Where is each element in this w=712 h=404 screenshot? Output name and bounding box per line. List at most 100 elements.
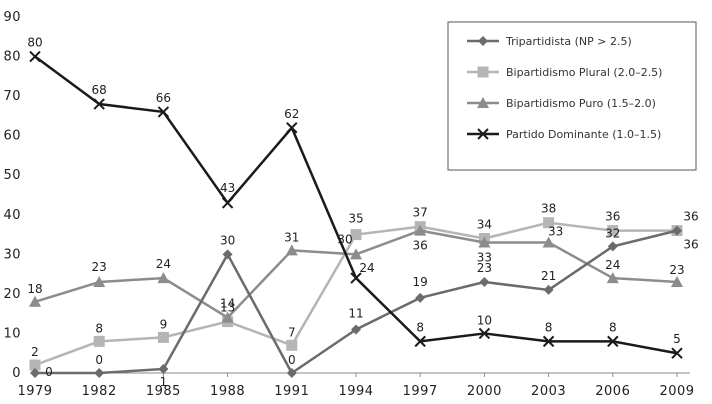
y-tick-label: 30 bbox=[3, 247, 21, 262]
data-point bbox=[607, 335, 619, 348]
legend-box bbox=[447, 21, 697, 171]
data-label: 8 bbox=[609, 320, 617, 334]
data-point bbox=[671, 347, 683, 359]
data-label: 68 bbox=[92, 83, 107, 97]
legend-label-partido-dominante-1-0-1-5: Partido Dominante (1.0–1.5) bbox=[506, 128, 661, 141]
series-bipartidismo-puro-1-5-2-0 bbox=[29, 224, 683, 323]
data-label: 11 bbox=[348, 306, 363, 320]
data-point bbox=[350, 229, 362, 241]
data-point bbox=[478, 236, 491, 248]
x-tick-label: 1991 bbox=[274, 384, 309, 399]
data-label: 18 bbox=[27, 282, 42, 296]
x-tick-label: 2006 bbox=[595, 384, 630, 399]
data-label: 23 bbox=[477, 261, 492, 275]
data-label: 30 bbox=[337, 232, 352, 246]
data-label: 24 bbox=[156, 257, 171, 271]
data-label: 30 bbox=[220, 233, 235, 247]
legend-marker bbox=[478, 36, 488, 46]
data-labels-layer: 0 0 1 30 0 11 19 23 21 32 36 2 8 9 13 7 35 37 34 38 36 36 18 23… bbox=[27, 36, 698, 389]
data-label: 23 bbox=[92, 260, 107, 274]
data-point bbox=[478, 327, 491, 340]
data-label: 10 bbox=[477, 313, 492, 327]
data-point bbox=[93, 276, 106, 288]
data-point bbox=[286, 339, 298, 351]
legend-marker bbox=[477, 97, 489, 108]
y-tick-label: 10 bbox=[3, 326, 21, 341]
data-point bbox=[93, 335, 105, 347]
data-label: 36 bbox=[413, 239, 428, 253]
y-tick-label: 80 bbox=[3, 50, 21, 65]
legend-marker bbox=[477, 66, 489, 78]
data-point bbox=[671, 276, 683, 288]
data-label: 37 bbox=[413, 206, 428, 220]
y-axis-ticks: 0 10 20 30 40 50 60 70 80 90 bbox=[3, 10, 21, 381]
data-label: 31 bbox=[284, 230, 299, 244]
y-tick-label: 60 bbox=[3, 129, 21, 144]
series-partido-dominante-1-0-1-5 bbox=[29, 50, 683, 359]
data-label: 36 bbox=[683, 210, 698, 224]
data-point bbox=[286, 368, 297, 378]
x-tick-label: 1979 bbox=[17, 384, 52, 399]
data-label: 38 bbox=[541, 202, 556, 216]
data-label: 36 bbox=[605, 210, 620, 224]
data-label: 24 bbox=[359, 261, 374, 275]
data-point bbox=[286, 122, 298, 134]
data-label: 14 bbox=[220, 297, 235, 311]
y-tick-label: 90 bbox=[3, 10, 21, 25]
data-label: 24 bbox=[605, 258, 620, 272]
y-tick-label: 0 bbox=[12, 366, 21, 381]
data-label: 19 bbox=[413, 275, 428, 289]
x-tick-label: 1985 bbox=[146, 384, 181, 399]
data-point bbox=[29, 295, 41, 307]
series-tripartidista-np-2-5 bbox=[30, 225, 682, 378]
legend-label-bipartidismo-plural-2-0-2-5: Bipartidismo Plural (2.0–2.5) bbox=[506, 66, 662, 79]
y-tick-label: 50 bbox=[3, 168, 21, 183]
data-label: 13 bbox=[220, 301, 235, 315]
data-point bbox=[222, 249, 233, 260]
data-point bbox=[30, 368, 40, 378]
data-point bbox=[221, 311, 234, 323]
data-point bbox=[543, 217, 555, 229]
data-point bbox=[607, 225, 619, 237]
data-label: 7 bbox=[288, 325, 296, 339]
data-point bbox=[94, 368, 105, 378]
x-tick-label: 2009 bbox=[659, 384, 694, 399]
y-tick-label: 40 bbox=[3, 208, 21, 223]
data-point bbox=[414, 335, 426, 348]
data-point bbox=[543, 284, 554, 295]
series-bipartidismo-plural-2-0-2-5 bbox=[29, 217, 683, 371]
data-point bbox=[29, 50, 41, 63]
x-tick-label: 1988 bbox=[210, 384, 245, 399]
data-point bbox=[29, 359, 41, 371]
series-layer bbox=[29, 50, 683, 378]
data-point bbox=[157, 272, 170, 284]
data-label: 62 bbox=[284, 107, 299, 121]
data-point bbox=[606, 272, 619, 284]
data-point bbox=[158, 364, 169, 375]
data-point bbox=[351, 324, 361, 335]
data-label: 23 bbox=[669, 263, 684, 277]
data-label: 8 bbox=[95, 321, 103, 335]
data-label: 80 bbox=[27, 36, 42, 50]
data-label: 1 bbox=[160, 375, 168, 389]
legend-marker bbox=[477, 128, 489, 140]
data-point bbox=[672, 225, 682, 236]
data-label: 66 bbox=[156, 91, 171, 105]
data-label: 2 bbox=[31, 345, 39, 359]
legend: Tripartidista (NP > 2.5) Bipartidismo Plu… bbox=[447, 21, 697, 171]
data-label: 33 bbox=[477, 250, 492, 264]
data-point bbox=[414, 224, 427, 236]
data-point bbox=[542, 236, 555, 248]
data-point bbox=[221, 197, 234, 209]
data-label: 35 bbox=[348, 212, 363, 226]
data-point bbox=[285, 244, 298, 256]
y-tick-label: 70 bbox=[3, 89, 21, 104]
x-axis-ticks: 1979 1982 1985 1988 1991 1994 1997 2000 2003 2006… bbox=[17, 373, 694, 399]
legend-label-tripartidista-np-2-5: Tripartidista (NP > 2.5) bbox=[505, 35, 632, 48]
data-label: 8 bbox=[545, 320, 553, 334]
x-tick-label: 1994 bbox=[338, 384, 373, 399]
data-label: 32 bbox=[605, 226, 620, 240]
y-tick-label: 20 bbox=[3, 287, 21, 302]
x-tick-label: 2003 bbox=[531, 384, 566, 399]
